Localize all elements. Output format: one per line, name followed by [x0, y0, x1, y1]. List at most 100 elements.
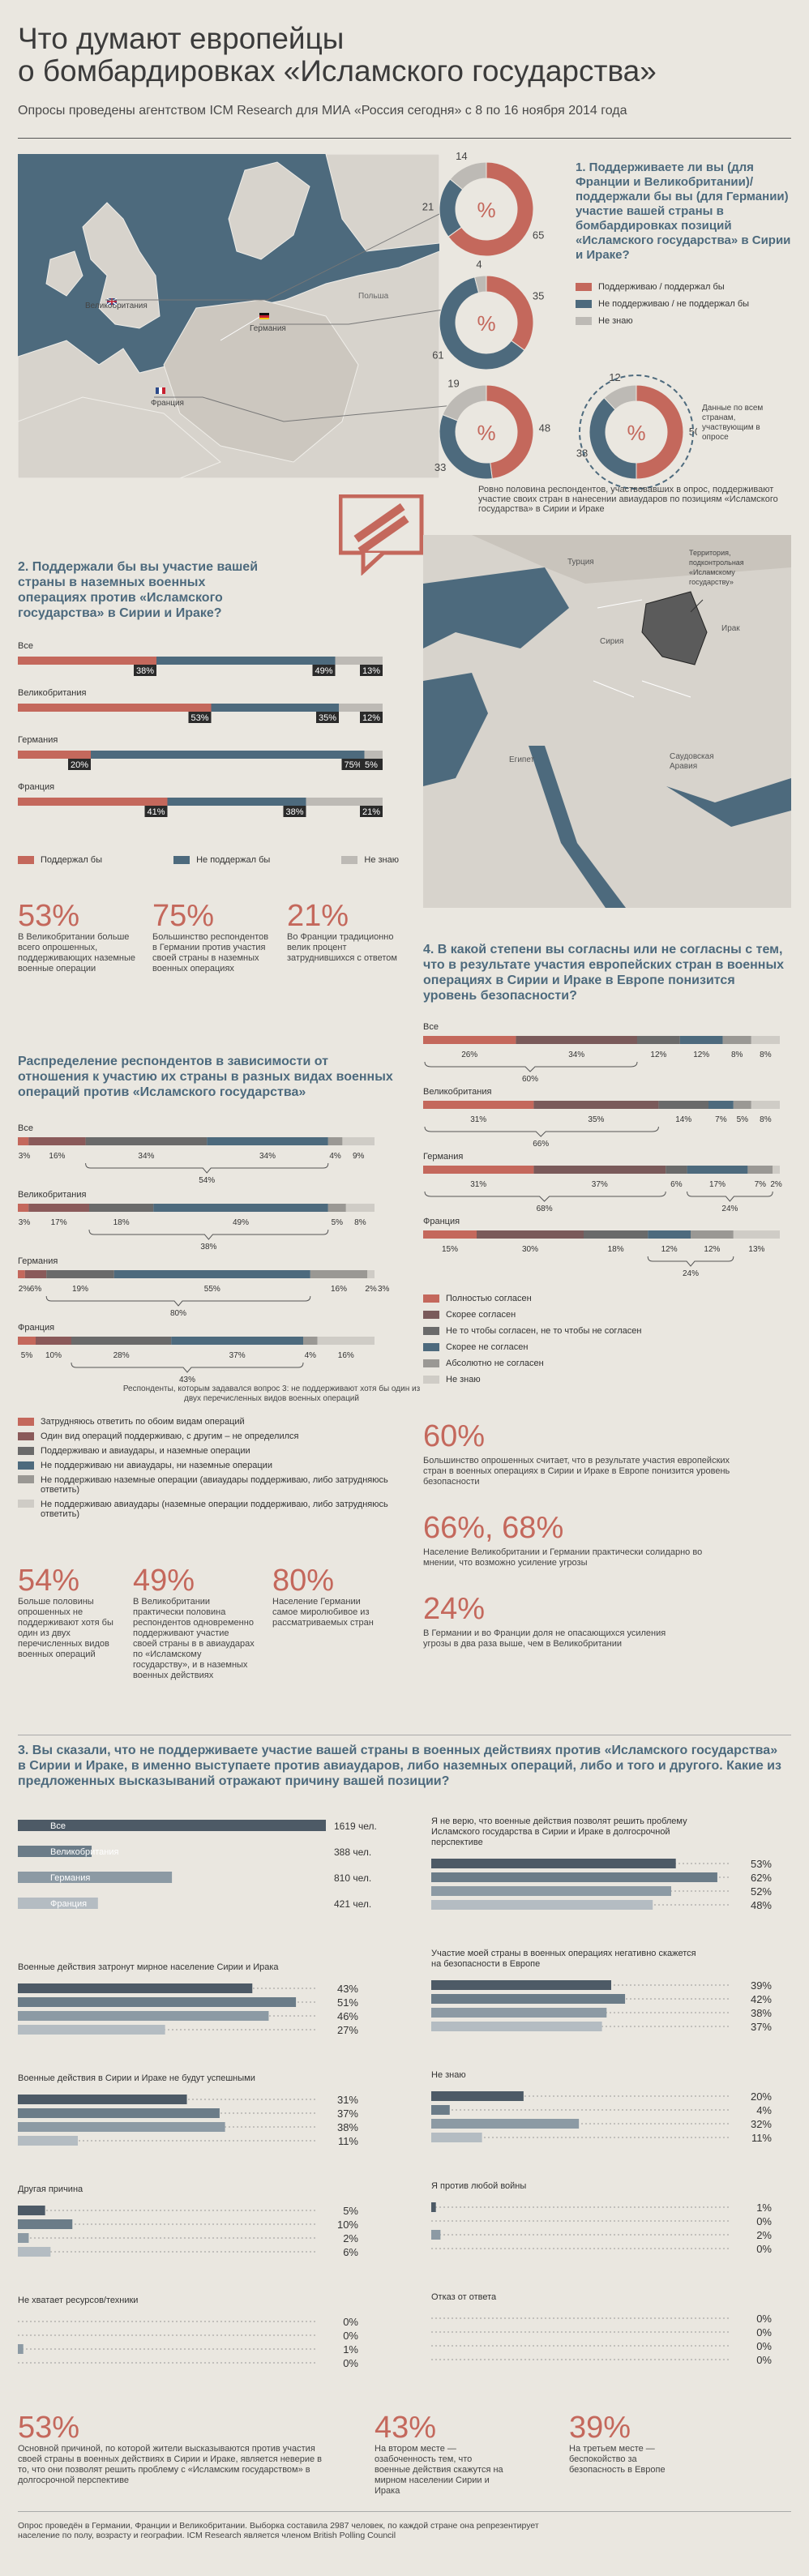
map2-label-sau: Саудовская Аравия	[670, 752, 714, 771]
q3-right-pct-2-2: 32%	[751, 2118, 772, 2130]
q3-left-group-title-2: Другая причина	[18, 2184, 83, 2194]
q4-bar-3-4	[691, 1230, 734, 1239]
dist-pct-3-4: 4%	[305, 1351, 317, 1360]
dist-pct-2-2: 19%	[72, 1285, 88, 1294]
q2-pct-0-2: 13%	[362, 666, 380, 676]
donut-1-center: %	[477, 311, 495, 336]
q3-count-bar-3	[18, 1898, 98, 1909]
q3-left-group-title-3: Не хватает ресурсов/техники	[18, 2296, 138, 2305]
q3-right-group-title-3: Я против любой войны	[431, 2181, 526, 2191]
q4-pct-1-2: 14%	[675, 1115, 691, 1124]
q3-right-bar-0-0	[431, 1859, 676, 1868]
q3-right-bar-0-2	[431, 1886, 671, 1896]
donut-2-slice-0	[486, 384, 534, 480]
q4-legend-4: Абсолютно не согласен	[423, 1359, 641, 1368]
q3-left-pct-3-2: 1%	[343, 2343, 358, 2356]
q3-left-pct-0-1: 51%	[337, 1996, 358, 2009]
q2-bar-0-0	[18, 657, 156, 665]
dist-legend: Затрудняюсь ответить по обоим видам опер…	[18, 1417, 399, 1519]
q4-pct-3-5: 13%	[748, 1245, 764, 1254]
q4-title: 4. В какой степени вы согласны или не со…	[423, 943, 785, 1003]
dist-brace-3	[71, 1362, 304, 1373]
q2-legend-support: Поддержал бы	[18, 855, 102, 865]
q4-pct-0-4: 8%	[731, 1051, 743, 1059]
q2-bar-2-1	[91, 751, 365, 759]
q3-left-bar-2-1	[18, 2219, 73, 2229]
q3-right-group-title-4: Отказ от ответа	[431, 2292, 497, 2302]
q3-left-pct-2-1: 10%	[337, 2219, 358, 2231]
q2-pct-bg-2-2	[360, 759, 383, 770]
q2-bar-0-2	[335, 657, 383, 665]
q3-right-group-title-0-line-2: перспективе	[431, 1838, 483, 1847]
q3-left-pct-2-0: 5%	[343, 2205, 358, 2217]
q3-right-bar-2-1	[431, 2105, 450, 2115]
dist-bar-2-2	[46, 1270, 114, 1278]
dist-bar-0-3	[207, 1137, 328, 1145]
q3-count-label-3: Франция	[50, 1899, 87, 1909]
q1-legend-item-dontknow: Не знаю	[576, 316, 749, 326]
dist-pct-1-3: 49%	[233, 1218, 249, 1227]
middle-east-map	[423, 535, 791, 908]
q3-right-group-title-4-line-0: Отказ от ответа	[431, 2292, 497, 2302]
q2-pct-2-1: 75%	[344, 760, 362, 770]
dist-pct-3-5: 16%	[338, 1351, 354, 1360]
donut-3-label-1: 38	[576, 447, 588, 460]
dist-row-label-0: Все	[18, 1123, 33, 1133]
q2-pct-bg-0-0	[134, 665, 156, 676]
donut-3-label-2: 12	[609, 371, 620, 383]
q3-right-group-title-1-line-1: на безопасности в Европе	[431, 1959, 540, 1969]
q2-pct-1-1: 35%	[319, 713, 336, 723]
dist-legend-3: Не поддерживаю ни авиаудары, ни наземные…	[18, 1461, 399, 1470]
dist-legend-2: Поддерживаю и авиаудары, и наземные опер…	[18, 1446, 399, 1456]
q4-pct-0-5: 8%	[760, 1051, 772, 1059]
q2-row-label-0: Все	[18, 641, 33, 651]
q3-count-bar-0	[18, 1820, 326, 1831]
q3-right-bar-2-2	[431, 2119, 580, 2129]
dist-bar-chart: Все 3% 16% 34% 34% 4% 9% 54% Великобритания 3% 17%…	[18, 1123, 390, 1384]
q3-right-group-title-1: Участие моей страны в военных операциях …	[431, 1949, 696, 1969]
dist-pct-1-1: 17%	[51, 1218, 67, 1227]
map2-label-egy: Египет	[509, 755, 535, 764]
divider	[18, 138, 791, 139]
q3-left-group-title-1: Военные действия в Сирии и Ираке не буду…	[18, 2073, 255, 2083]
flag-uk	[107, 298, 118, 306]
q3-right-bar-1-1	[431, 1994, 626, 2004]
map-label-pl: Польша	[358, 292, 389, 301]
dist-sum-1: 38%	[200, 1243, 216, 1252]
q4-pct-3-1: 30%	[522, 1245, 538, 1254]
q4-brace-agree-1	[424, 1126, 659, 1137]
dist-pct-1-2: 18%	[113, 1218, 130, 1227]
donut-3-slice-2	[603, 384, 637, 411]
q3-count-label-2: Германия	[50, 1873, 90, 1883]
q2-bar-chart: Все 38% 49% 13% Великобритания 53% 35% 12% Герма…	[18, 641, 383, 817]
q2-pct-bg-2-0	[68, 759, 91, 770]
q3-right-pct-1-2: 38%	[751, 2007, 772, 2019]
donut-0-slice-2	[449, 161, 487, 190]
q3-count-n-0: 1619 чел.	[334, 1821, 377, 1832]
q4-sum-agree-2: 68%	[537, 1205, 553, 1213]
q4-legend-0: Полностью согласен	[423, 1294, 641, 1303]
q4-row-label-2: Германия	[423, 1152, 463, 1162]
q3-right-pct-1-0: 39%	[751, 1979, 772, 1992]
q4-pct-3-4: 12%	[704, 1245, 720, 1254]
q4-pct-2-3: 17%	[709, 1180, 726, 1189]
q4-bar-1-4	[733, 1101, 751, 1109]
q3-count-bar-1	[18, 1846, 92, 1857]
donut-3-slice-0	[636, 384, 684, 480]
q4-legend: Полностью согласен Скорее согласен Не то…	[423, 1294, 641, 1384]
q2-bar-2-2	[364, 751, 383, 759]
q3-left-group-title-3-line-0: Не хватает ресурсов/техники	[18, 2296, 138, 2305]
donut-1-label-1: 61	[432, 349, 443, 361]
q4-sum-agree-1: 66%	[533, 1140, 549, 1149]
dist-pct-2-3: 55%	[204, 1285, 220, 1294]
q3-count-n-2: 810 чел.	[334, 1872, 371, 1884]
dist-bar-0-0	[18, 1137, 29, 1145]
q3-left-bar-1-0	[18, 2095, 187, 2104]
fact-2-2: 49% В Великобритании практически половина…	[133, 1564, 255, 1680]
dist-note: Респонденты, которым задавался вопрос 3:…	[122, 1384, 421, 1403]
q4-pct-1-3: 7%	[715, 1115, 727, 1124]
q1-legend-item-support: Поддерживаю / поддержал бы	[576, 282, 749, 292]
dist-pct-2-1: 6%	[30, 1285, 42, 1294]
q3-right-pct-4-2: 0%	[756, 2340, 772, 2352]
fact-2-1: 54% Больше половины опрошенных не поддерж…	[18, 1564, 113, 1659]
